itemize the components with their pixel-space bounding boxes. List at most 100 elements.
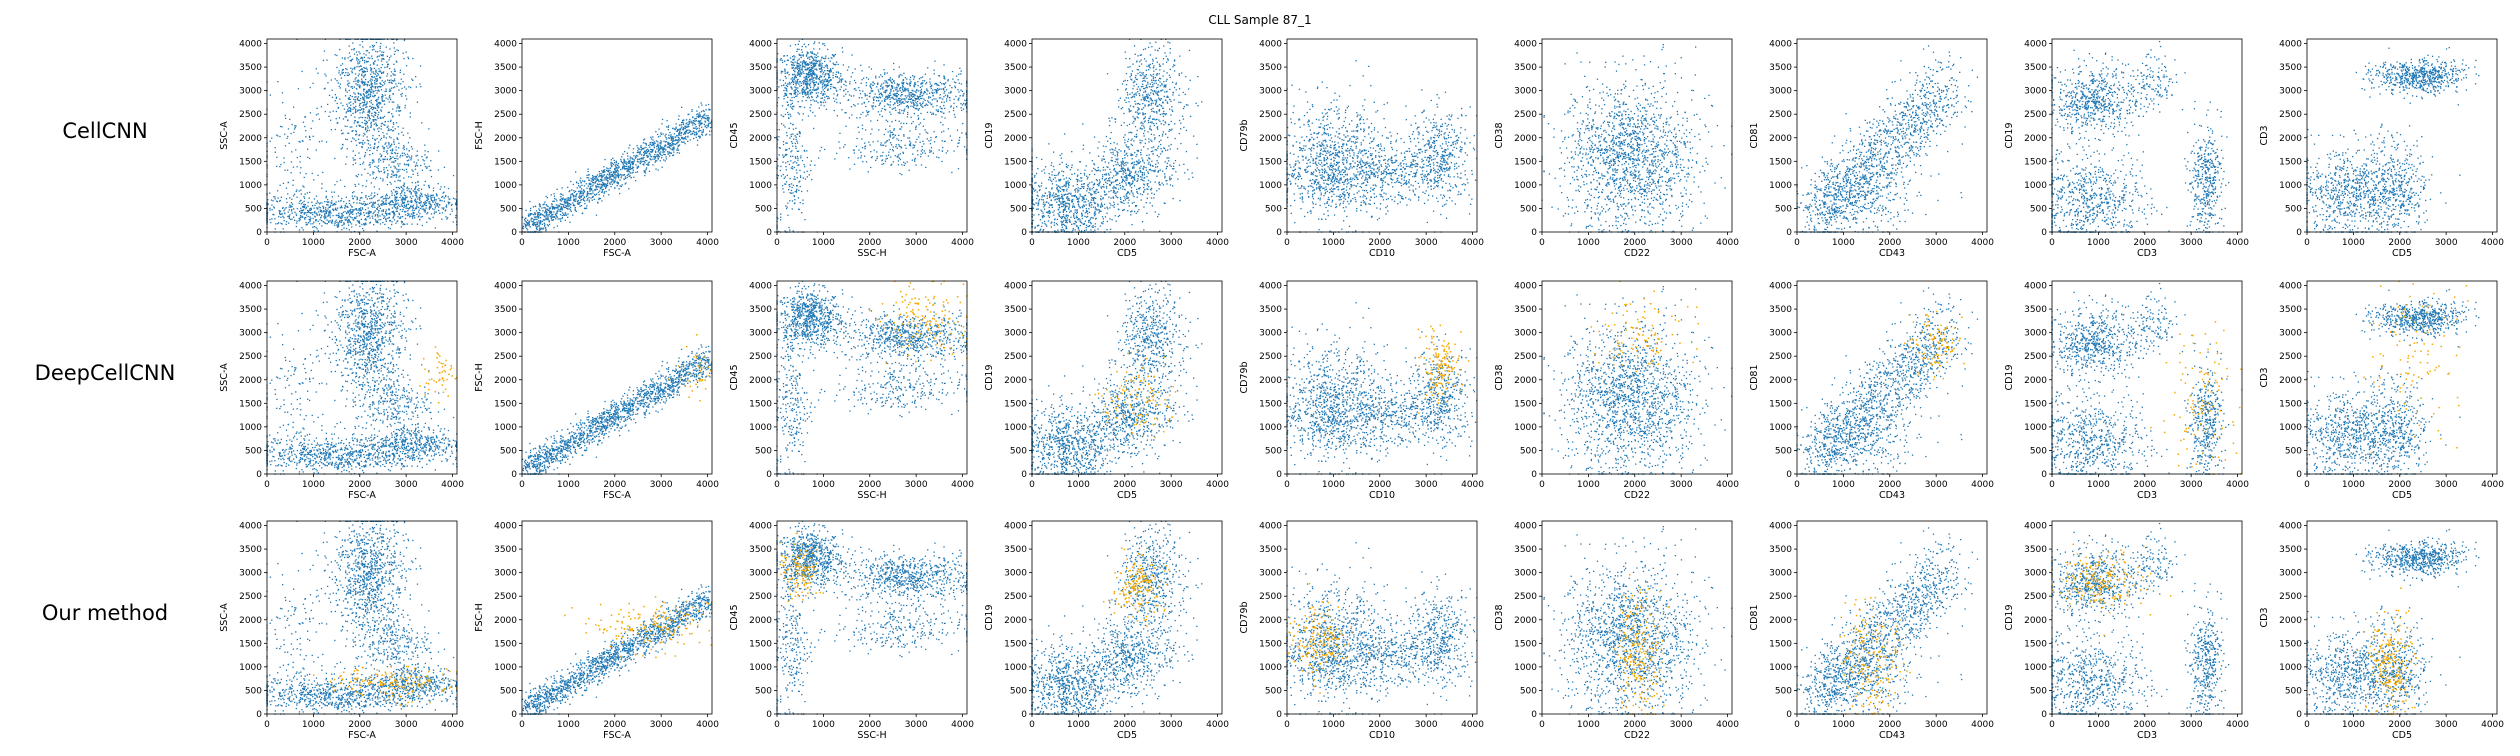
data-point (444, 195, 447, 198)
data-point (593, 193, 596, 196)
data-point (385, 209, 387, 211)
data-point (370, 81, 372, 83)
data-point (320, 209, 323, 212)
data-point (929, 96, 932, 98)
data-point (341, 63, 344, 65)
data-point (562, 212, 564, 214)
data-point (636, 158, 639, 161)
data-point (544, 224, 546, 226)
data-point (393, 74, 395, 76)
data-point (675, 130, 678, 132)
data-point (375, 220, 377, 222)
data-point (375, 122, 377, 124)
y-tick-label: 3500 (494, 63, 517, 73)
data-point (405, 197, 407, 199)
data-point (327, 199, 329, 201)
data-point (359, 99, 361, 102)
data-point (531, 223, 534, 226)
data-point (796, 68, 798, 70)
data-point (545, 228, 547, 230)
data-point (672, 139, 674, 141)
data-point (338, 215, 340, 217)
data-point (350, 212, 352, 214)
data-point (573, 191, 576, 193)
data-point (404, 199, 406, 201)
data-point (309, 191, 311, 193)
data-point (607, 171, 610, 173)
data-point (371, 162, 374, 164)
data-point (652, 148, 654, 151)
data-point (827, 79, 829, 82)
data-point (589, 193, 591, 195)
data-point (316, 107, 318, 109)
data-point (364, 152, 367, 154)
data-point (589, 190, 591, 192)
data-point (707, 116, 709, 119)
data-point (370, 194, 372, 196)
data-point (598, 170, 600, 173)
data-point (671, 138, 673, 140)
data-point (328, 210, 330, 213)
data-point (550, 211, 553, 213)
data-point (415, 185, 417, 187)
data-point (341, 213, 344, 215)
data-point (654, 156, 656, 158)
data-point (373, 111, 376, 113)
data-point (555, 204, 557, 206)
data-point (385, 212, 387, 214)
data-point (367, 212, 369, 214)
data-point (348, 224, 350, 226)
data-point (650, 151, 652, 153)
data-point (704, 117, 706, 120)
data-point (424, 180, 426, 183)
data-point (820, 59, 822, 61)
data-point (651, 156, 653, 158)
data-point (607, 177, 609, 179)
data-point (812, 59, 814, 62)
data-point (809, 61, 811, 64)
x-tick-label: 3000 (395, 238, 418, 248)
data-point (379, 207, 381, 209)
data-point (800, 56, 802, 59)
data-point (929, 78, 931, 80)
data-point (361, 68, 363, 70)
data-point (336, 224, 338, 226)
x-tick-label: 0 (519, 238, 525, 248)
data-point (643, 171, 645, 173)
data-point (833, 86, 836, 89)
data-point (269, 207, 271, 209)
data-point (826, 79, 828, 82)
data-point (706, 119, 708, 121)
data-point (677, 145, 679, 147)
data-point (335, 96, 338, 98)
data-point (386, 197, 388, 199)
data-point (605, 186, 607, 188)
data-point (284, 208, 286, 210)
data-point (601, 170, 603, 172)
data-point (875, 75, 877, 77)
data-point (938, 75, 940, 77)
data-point (553, 208, 556, 210)
data-point (678, 134, 680, 136)
data-point (708, 122, 710, 124)
data-point (347, 206, 349, 208)
data-point (609, 169, 611, 171)
data-point (784, 75, 786, 78)
data-point (353, 49, 355, 51)
data-point (349, 60, 351, 62)
data-point (425, 199, 428, 202)
data-point (832, 54, 834, 57)
data-point (299, 210, 301, 212)
data-point (672, 144, 674, 146)
data-point (351, 226, 353, 228)
data-point (412, 214, 414, 216)
data-point (386, 158, 388, 161)
data-point (684, 125, 686, 127)
data-point (410, 159, 412, 161)
data-point (807, 64, 809, 66)
data-point (688, 113, 690, 115)
data-point (351, 126, 353, 128)
data-point (368, 210, 370, 212)
data-point (352, 108, 354, 110)
data-point (817, 95, 819, 98)
